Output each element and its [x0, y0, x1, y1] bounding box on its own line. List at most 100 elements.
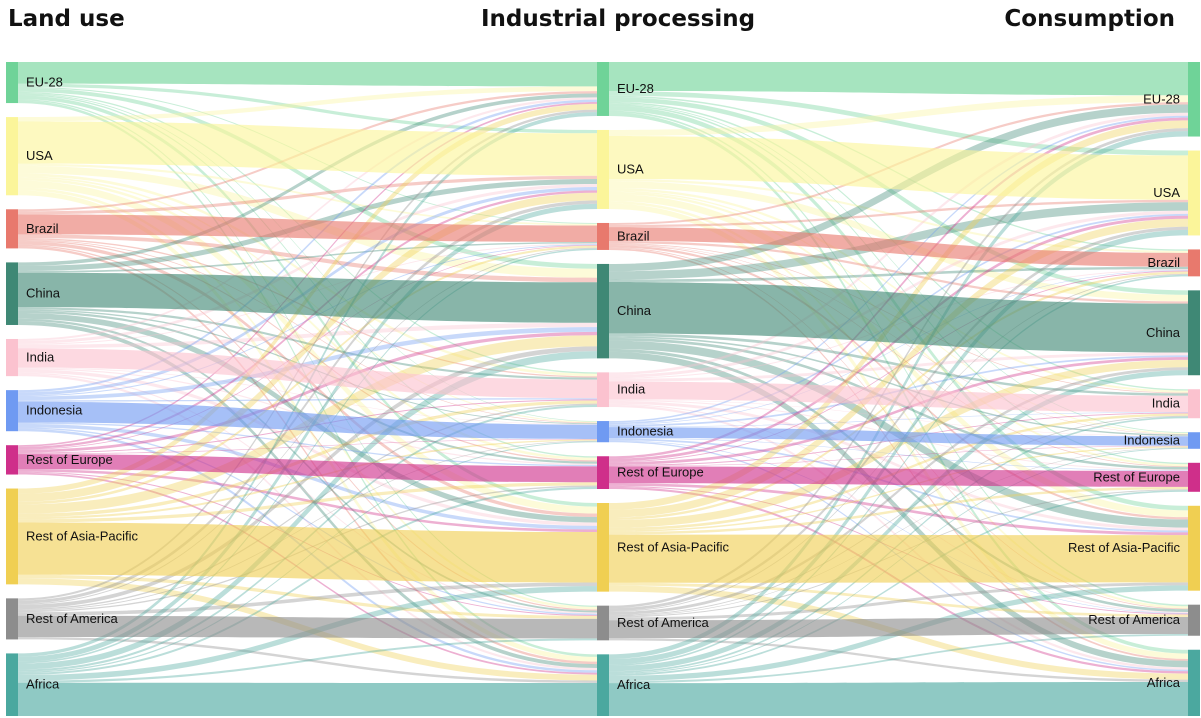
node-land-use-rest-of-asia-pacific — [6, 488, 18, 585]
flow-land-use-india-to-eu-28 — [18, 97, 597, 341]
flow-land-use-rest-of-asia-pacific-to-rest-of-europe — [18, 482, 597, 523]
node-consumption-africa — [1188, 649, 1200, 716]
flow-land-use-eu-28-to-rest-of-america — [18, 99, 597, 607]
flow-industrial-processing-indonesia-to-india — [609, 412, 1188, 428]
node-label-industrial-processing-africa: Africa — [617, 677, 651, 692]
flow-industrial-processing-rest-of-asia-pacific-to-indonesia — [609, 446, 1188, 532]
flow-land-use-rest-of-america-to-india — [18, 403, 597, 610]
flow-industrial-processing-rest-of-europe-to-indonesia — [609, 445, 1188, 467]
flow-land-use-china-to-brazil — [18, 241, 597, 273]
flow-industrial-processing-china-to-brazil — [609, 266, 1188, 283]
flow-industrial-processing-usa-to-india — [609, 188, 1188, 393]
flow-land-use-rest-of-asia-pacific-to-usa — [18, 192, 597, 502]
node-label-consumption-rest-of-asia-pacific: Rest of Asia-Pacific — [1068, 540, 1180, 555]
flow-land-use-rest-of-europe-to-indonesia — [18, 439, 597, 455]
flow-industrial-processing-rest-of-america-to-rest-of-america — [609, 617, 1188, 639]
node-label-consumption-rest-of-europe: Rest of Europe — [1093, 469, 1180, 484]
node-land-use-brazil — [6, 209, 18, 249]
stage-title-industrial-processing: Industrial processing — [481, 6, 756, 32]
node-consumption-usa — [1188, 150, 1200, 236]
flow-land-use-rest-of-america-to-rest-of-america — [18, 615, 597, 639]
node-label-consumption-china: China — [1146, 325, 1181, 340]
flow-land-use-china-to-rest-of-europe — [18, 310, 597, 464]
node-land-use-rest-of-america — [6, 598, 18, 640]
flow-land-use-africa-to-china — [18, 351, 597, 670]
flow-industrial-processing-rest-of-america-to-eu-28 — [609, 128, 1188, 609]
flow-land-use-rest-of-europe-to-brazil — [18, 245, 597, 450]
flow-industrial-processing-indonesia-to-indonesia — [609, 427, 1188, 446]
flow-industrial-processing-usa-to-eu-28 — [609, 95, 1188, 137]
flow-industrial-processing-usa-to-brazil — [609, 178, 1188, 253]
node-label-consumption-usa: USA — [1153, 185, 1180, 200]
flow-industrial-processing-india-to-china — [609, 352, 1188, 382]
flow-land-use-rest-of-america-to-china — [18, 346, 597, 609]
node-label-consumption-brazil: Brazil — [1147, 255, 1180, 270]
flow-industrial-processing-brazil-to-rest-of-asia-pacific — [609, 245, 1188, 520]
node-industrial-processing-usa — [597, 129, 609, 209]
node-industrial-processing-indonesia — [597, 421, 609, 443]
flow-industrial-processing-eu-28-to-china — [609, 97, 1188, 295]
stage-title-consumption: Consumption — [1004, 6, 1175, 32]
flow-land-use-brazil-to-rest-of-europe — [18, 240, 597, 462]
node-label-industrial-processing-brazil: Brazil — [617, 228, 650, 243]
flow-land-use-usa-to-brazil — [18, 163, 597, 226]
flow-industrial-processing-rest-of-europe-to-china — [609, 357, 1188, 465]
flow-industrial-processing-africa-to-africa — [609, 682, 1188, 716]
flow-industrial-processing-india-to-indonesia — [609, 399, 1188, 437]
node-label-land-use-eu-28: EU-28 — [26, 75, 63, 90]
node-consumption-indonesia — [1188, 432, 1200, 449]
node-label-land-use-rest-of-europe: Rest of Europe — [26, 452, 113, 467]
flow-land-use-indonesia-to-rest-of-america — [18, 427, 597, 615]
flow-industrial-processing-usa-to-rest-of-asia-pacific — [609, 194, 1188, 518]
flow-industrial-processing-rest-of-asia-pacific-to-rest-of-asia-pacific — [609, 534, 1188, 583]
flow-land-use-indonesia-to-brazil — [18, 244, 597, 397]
flow-industrial-processing-usa-to-usa — [609, 136, 1188, 200]
flow-land-use-india-to-indonesia — [18, 367, 597, 425]
node-label-land-use-india: India — [26, 350, 55, 365]
flow-land-use-indonesia-to-rest-of-asia-pacific — [18, 423, 597, 530]
flow-land-use-rest-of-europe-to-eu-28 — [18, 102, 597, 447]
flow-land-use-eu-28-to-indonesia — [18, 93, 597, 422]
flow-industrial-processing-china-to-africa — [609, 351, 1188, 668]
flow-land-use-india-to-africa — [18, 373, 597, 671]
flow-industrial-processing-brazil-to-brazil — [609, 227, 1188, 267]
flow-land-use-india-to-rest-of-america — [18, 372, 597, 614]
flow-land-use-indonesia-to-china — [18, 327, 597, 401]
flow-land-use-brazil-to-brazil — [18, 214, 597, 242]
node-label-land-use-rest-of-america: Rest of America — [26, 611, 119, 626]
node-land-use-eu-28 — [6, 62, 18, 104]
node-label-land-use-indonesia: Indonesia — [26, 403, 83, 418]
flow-industrial-processing-brazil-to-usa — [609, 199, 1188, 228]
flow-land-use-africa-to-brazil — [18, 248, 597, 664]
flow-land-use-rest-of-america-to-usa — [18, 200, 597, 604]
flow-industrial-processing-eu-28-to-rest-of-america — [609, 110, 1188, 607]
flow-land-use-usa-to-eu-28 — [18, 86, 597, 122]
node-consumption-eu-28 — [1188, 62, 1200, 137]
flow-links — [18, 62, 1188, 716]
flow-industrial-processing-brazil-to-rest-of-america — [609, 247, 1188, 610]
flow-land-use-india-to-india — [18, 348, 597, 399]
flow-land-use-rest-of-america-to-eu-28 — [18, 109, 597, 601]
flow-land-use-indonesia-to-indonesia — [18, 401, 597, 440]
node-consumption-rest-of-europe — [1188, 462, 1200, 492]
flow-land-use-rest-of-europe-to-rest-of-europe — [18, 454, 597, 483]
flow-industrial-processing-rest-of-america-to-rest-of-asia-pacific — [609, 582, 1188, 621]
flow-land-use-africa-to-rest-of-america — [18, 638, 597, 683]
flow-industrial-processing-brazil-to-china — [609, 240, 1188, 304]
flow-industrial-processing-africa-to-rest-of-europe — [609, 490, 1188, 676]
node-label-industrial-processing-china: China — [617, 303, 652, 318]
flow-land-use-usa-to-rest-of-asia-pacific — [18, 180, 597, 514]
flow-industrial-processing-eu-28-to-usa — [609, 91, 1188, 156]
node-label-consumption-eu-28: EU-28 — [1143, 91, 1180, 106]
flow-industrial-processing-indonesia-to-rest-of-europe — [609, 437, 1188, 472]
flow-land-use-usa-to-rest-of-europe — [18, 177, 597, 461]
node-industrial-processing-eu-28 — [597, 62, 609, 116]
flow-land-use-india-to-rest-of-asia-pacific — [18, 369, 597, 526]
flow-land-use-rest-of-asia-pacific-to-rest-of-america — [18, 574, 597, 619]
node-land-use-indonesia — [6, 390, 18, 432]
node-label-consumption-rest-of-america: Rest of America — [1088, 612, 1181, 627]
flow-industrial-processing-rest-of-asia-pacific-to-rest-of-europe — [609, 486, 1188, 535]
flow-industrial-processing-rest-of-asia-pacific-to-china — [609, 359, 1188, 528]
flow-industrial-processing-brazil-to-rest-of-europe — [609, 244, 1188, 468]
flow-industrial-processing-india-to-rest-of-asia-pacific — [609, 400, 1188, 531]
